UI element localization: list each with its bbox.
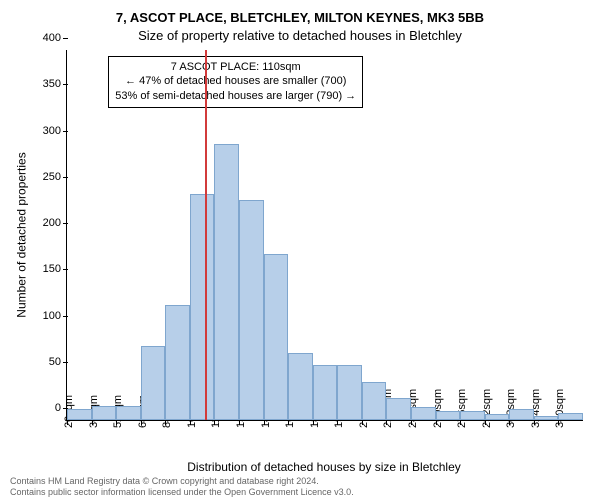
histogram-bar [288,353,313,420]
chart-container: 7, ASCOT PLACE, BLETCHLEY, MILTON KEYNES… [0,0,600,500]
histogram-bar [509,409,534,420]
histogram-bar [190,194,215,420]
histogram-bar [558,413,583,420]
chart-title: 7, ASCOT PLACE, BLETCHLEY, MILTON KEYNES… [0,10,600,25]
histogram-bar [337,365,362,421]
x-tick: 340sqm [554,389,566,428]
footer-line-1: Contains HM Land Registry data © Crown c… [10,476,590,487]
histogram-bar [534,416,559,420]
annotation-box: 7 ASCOT PLACE: 110sqm ← 47% of detached … [108,56,363,109]
y-tick: 200 [43,217,67,229]
histogram-bar [411,407,436,420]
y-tick: 250 [43,171,67,183]
annotation-line-3: 53% of semi-detached houses are larger (… [115,89,356,104]
histogram-bar [141,346,166,420]
histogram-bar [165,305,190,420]
histogram-bar [460,411,485,420]
histogram-bar [239,200,264,420]
histogram-bar [386,398,411,420]
y-tick: 50 [49,356,67,368]
footer-attribution: Contains HM Land Registry data © Crown c… [10,476,590,498]
x-tick: 276sqm [456,389,468,428]
footer-line-2: Contains public sector information licen… [10,487,590,498]
histogram-bar [92,406,117,420]
histogram-bar [264,254,289,421]
x-tick: 292sqm [481,389,493,428]
annotation-line-2: ← 47% of detached houses are smaller (70… [115,74,356,89]
plot-area: 7 ASCOT PLACE: 110sqm ← 47% of detached … [66,50,583,421]
histogram-bar [485,414,510,420]
reference-line [205,50,207,420]
y-tick: 300 [43,125,67,137]
annotation-line-1: 7 ASCOT PLACE: 110sqm [115,60,356,75]
histogram-bar [116,406,141,420]
y-axis-label: Number of detached properties [14,50,30,420]
y-tick: 100 [43,310,67,322]
x-axis-label: Distribution of detached houses by size … [66,460,582,474]
y-tick: 350 [43,78,67,90]
y-tick: 150 [43,263,67,275]
histogram-bar [436,411,461,420]
histogram-bar [214,144,239,420]
histogram-bar [67,409,92,420]
chart-subtitle: Size of property relative to detached ho… [0,28,600,43]
histogram-bar [313,365,338,420]
y-tick: 400 [43,32,67,44]
histogram-bar [362,382,387,420]
